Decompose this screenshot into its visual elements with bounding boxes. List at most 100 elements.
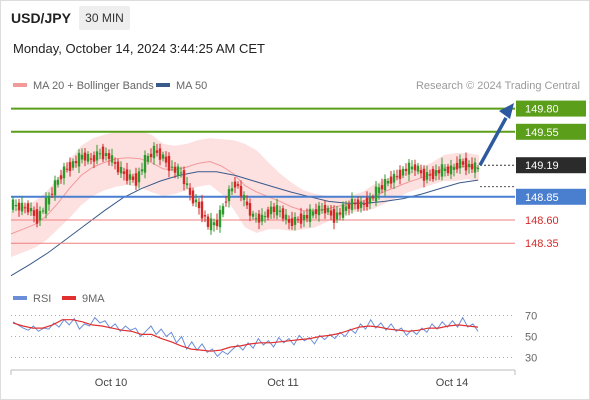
candle-body [20,202,24,212]
candle-body [278,210,282,212]
resistance-tag [516,123,586,140]
candle-body [251,213,255,217]
ma20-line [10,157,480,235]
candle-body [236,184,240,186]
candle-body [476,167,480,170]
candle-body [263,216,267,218]
candle-body [365,197,369,207]
candle-body [83,152,87,161]
candle-body [452,167,456,170]
candle-body [131,176,135,180]
rsi-tick-label: 70 [525,311,537,323]
legend-ma20: MA 20 + Bollinger Bands [13,80,154,92]
candle-body [356,199,360,209]
research-credit: Research © 2024 Trading Central [415,80,580,92]
candle-body [212,222,216,226]
rsi-label: RSI [33,293,52,305]
candle-body [140,169,144,172]
candle-body [14,204,18,207]
candle-body [191,190,195,204]
candle-body [17,202,21,211]
resistance-label: 149.80 [525,104,559,116]
projection-arrow [478,117,508,167]
candle-body [389,176,393,184]
candle-body [281,208,285,219]
candle-body [461,161,465,165]
candle-body [215,220,219,227]
current-price-label: 149.19 [525,160,559,172]
candle-body [206,216,210,227]
candle-body [59,175,63,180]
candle-body [404,168,408,172]
timestamp: Monday, October 14, 2024 3:44:25 AM CET [13,41,265,56]
pivot-label: 148.85 [525,192,559,204]
candle-body [50,193,54,195]
candle-body [299,213,303,224]
candle-body [119,166,123,174]
candle-body [164,156,168,163]
candle-body [470,163,474,170]
candle-body [392,173,396,183]
candles-group [11,142,480,235]
candle-body [323,205,327,214]
candle-body [455,162,459,170]
candle-body [377,187,381,194]
candle-body [293,216,297,225]
candle-body [125,169,129,181]
candle-body [359,201,363,208]
candle-body [74,161,78,164]
candle-body [56,179,60,185]
candle-body [89,158,93,160]
candle-body [44,197,48,214]
candle-body [95,151,99,161]
candle-body [314,209,318,215]
candle-body [65,168,69,170]
projection-arrowhead [499,103,514,119]
candle-body [326,208,330,213]
candle-body [170,166,174,168]
candle-body [152,145,156,159]
legend-9ma: 9MA [62,293,105,305]
candle-body [173,166,177,173]
candle-body [104,153,108,156]
candle-body [254,218,258,220]
candle-body [458,159,462,169]
candle-body [287,219,291,223]
candle-body [176,166,180,177]
ma9-label: 9MA [82,293,105,305]
candle-body [38,210,42,221]
ma50-line [10,171,479,277]
candle-body [35,209,39,224]
candle-body [92,155,96,162]
candle-body [260,214,264,222]
candle-body [410,166,414,170]
candle-body [434,170,438,176]
candle-body [200,201,204,219]
candle-body [98,153,102,155]
candle-body [419,170,423,174]
candle-body [137,171,141,183]
candle-body [398,169,402,179]
timeframe-badge[interactable]: 30 MIN [79,6,130,30]
candle-body [110,155,114,163]
legend-ma50: MA 50 [156,80,207,92]
candle-body [179,172,183,174]
candle-body [209,218,213,231]
candle-body [320,209,324,211]
candle-body [344,206,348,211]
candle-body [317,205,321,216]
bollinger-band [11,130,479,258]
candle-body [224,201,228,203]
candle-body [395,176,399,178]
candle-body [41,210,45,212]
candle-body [257,213,261,223]
candle-body [203,215,207,217]
candle-body [353,203,357,205]
candle-body [272,206,276,213]
support-label: 148.35 [525,238,559,250]
candle-body [182,170,186,185]
candle-body [338,212,342,215]
candle-body [335,212,339,220]
candle-body [383,179,387,191]
candle-body [230,188,234,192]
